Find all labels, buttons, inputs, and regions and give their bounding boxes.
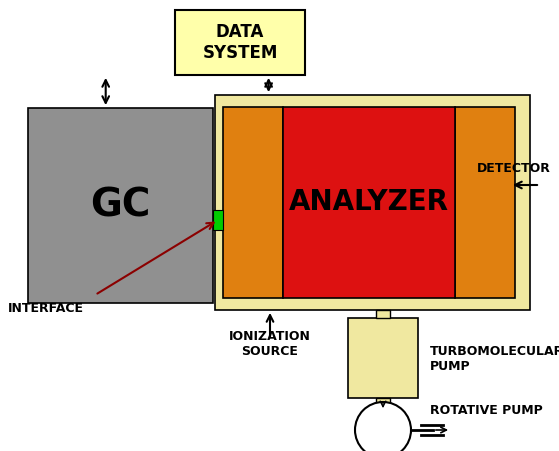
Text: GC: GC [91, 187, 151, 225]
Bar [223, 107, 283, 298]
Bar [215, 95, 530, 310]
Bar [213, 210, 223, 230]
Circle shape [355, 402, 411, 451]
Text: TURBOMOLECULAR
PUMP: TURBOMOLECULAR PUMP [430, 345, 559, 373]
Bar [376, 310, 390, 318]
Bar [455, 107, 515, 298]
Text: IONIZATION
SOURCE: IONIZATION SOURCE [229, 330, 311, 358]
Bar [348, 318, 418, 398]
Bar [283, 107, 455, 298]
Text: ANALYZER: ANALYZER [289, 189, 449, 216]
Bar [175, 10, 305, 75]
Text: DATA
SYSTEM: DATA SYSTEM [202, 23, 278, 62]
Text: DETECTOR: DETECTOR [477, 161, 551, 175]
Text: ROTATIVE PUMP: ROTATIVE PUMP [430, 404, 543, 417]
Text: INTERFACE: INTERFACE [8, 302, 84, 315]
Bar [28, 108, 213, 303]
Bar [376, 398, 390, 415]
